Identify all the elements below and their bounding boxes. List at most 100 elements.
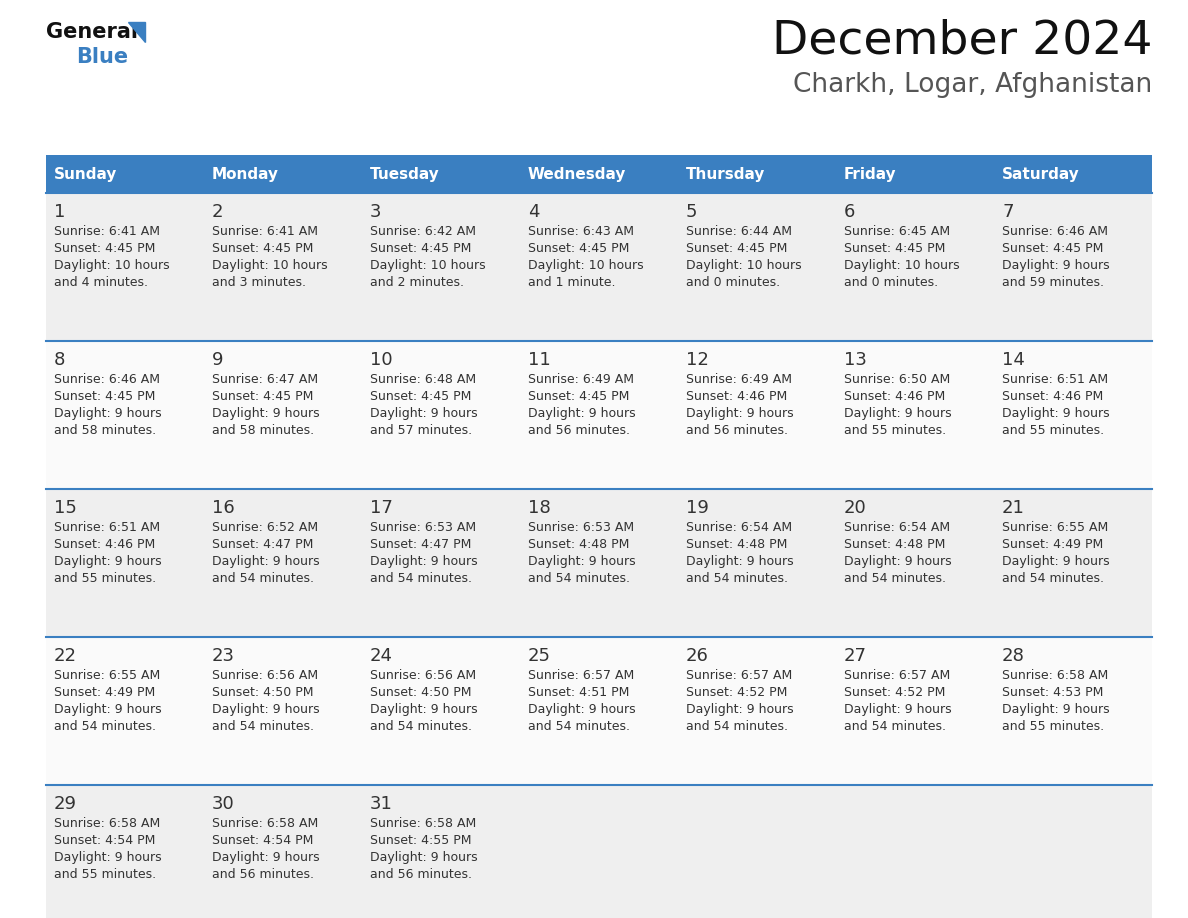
Text: 11: 11 xyxy=(527,351,551,369)
Text: and 54 minutes.: and 54 minutes. xyxy=(527,572,630,585)
Text: Daylight: 9 hours: Daylight: 9 hours xyxy=(685,703,794,716)
Text: Wednesday: Wednesday xyxy=(527,166,626,182)
Text: 14: 14 xyxy=(1001,351,1025,369)
Text: Sunset: 4:48 PM: Sunset: 4:48 PM xyxy=(685,538,788,551)
Text: 10: 10 xyxy=(369,351,392,369)
Text: and 54 minutes.: and 54 minutes. xyxy=(685,572,788,585)
Text: and 55 minutes.: and 55 minutes. xyxy=(1001,424,1104,437)
Text: 30: 30 xyxy=(211,795,235,813)
Text: Sunset: 4:49 PM: Sunset: 4:49 PM xyxy=(1001,538,1104,551)
Text: Daylight: 9 hours: Daylight: 9 hours xyxy=(843,555,952,568)
Bar xyxy=(46,489,1152,637)
Text: Sunrise: 6:41 AM: Sunrise: 6:41 AM xyxy=(211,225,318,238)
Text: Sunrise: 6:58 AM: Sunrise: 6:58 AM xyxy=(369,817,476,830)
Text: and 55 minutes.: and 55 minutes. xyxy=(53,572,156,585)
Text: 18: 18 xyxy=(527,499,551,517)
Text: Sunset: 4:46 PM: Sunset: 4:46 PM xyxy=(1001,390,1104,403)
Text: Sunrise: 6:57 AM: Sunrise: 6:57 AM xyxy=(685,669,792,682)
Text: Daylight: 9 hours: Daylight: 9 hours xyxy=(211,703,320,716)
Text: and 54 minutes.: and 54 minutes. xyxy=(843,720,946,733)
Text: 4: 4 xyxy=(527,203,539,221)
Text: 12: 12 xyxy=(685,351,709,369)
Text: and 54 minutes.: and 54 minutes. xyxy=(527,720,630,733)
Text: Daylight: 10 hours: Daylight: 10 hours xyxy=(527,259,644,272)
Text: Daylight: 9 hours: Daylight: 9 hours xyxy=(53,703,162,716)
Text: Sunrise: 6:53 AM: Sunrise: 6:53 AM xyxy=(527,521,634,534)
Text: 19: 19 xyxy=(685,499,709,517)
Text: and 55 minutes.: and 55 minutes. xyxy=(53,868,156,881)
Text: Sunrise: 6:54 AM: Sunrise: 6:54 AM xyxy=(685,521,792,534)
Text: and 55 minutes.: and 55 minutes. xyxy=(843,424,946,437)
Text: Sunrise: 6:56 AM: Sunrise: 6:56 AM xyxy=(211,669,318,682)
Text: Sunrise: 6:56 AM: Sunrise: 6:56 AM xyxy=(369,669,476,682)
Text: Daylight: 9 hours: Daylight: 9 hours xyxy=(1001,259,1110,272)
Text: Sunset: 4:45 PM: Sunset: 4:45 PM xyxy=(527,242,630,255)
Text: and 56 minutes.: and 56 minutes. xyxy=(685,424,788,437)
Text: Sunset: 4:53 PM: Sunset: 4:53 PM xyxy=(1001,686,1104,699)
Bar xyxy=(46,341,1152,489)
Text: Daylight: 9 hours: Daylight: 9 hours xyxy=(53,851,162,864)
Text: Sunrise: 6:55 AM: Sunrise: 6:55 AM xyxy=(1001,521,1108,534)
Text: Daylight: 9 hours: Daylight: 9 hours xyxy=(843,407,952,420)
Text: Monday: Monday xyxy=(211,166,279,182)
Text: and 54 minutes.: and 54 minutes. xyxy=(53,720,156,733)
Text: Sunrise: 6:58 AM: Sunrise: 6:58 AM xyxy=(53,817,160,830)
Text: and 0 minutes.: and 0 minutes. xyxy=(843,276,939,289)
Text: 21: 21 xyxy=(1001,499,1025,517)
Text: 23: 23 xyxy=(211,647,235,665)
Text: 24: 24 xyxy=(369,647,393,665)
Text: and 56 minutes.: and 56 minutes. xyxy=(211,868,314,881)
Text: Sunset: 4:45 PM: Sunset: 4:45 PM xyxy=(369,390,472,403)
Text: Sunset: 4:45 PM: Sunset: 4:45 PM xyxy=(685,242,788,255)
Text: Sunrise: 6:49 AM: Sunrise: 6:49 AM xyxy=(527,373,634,386)
Text: 22: 22 xyxy=(53,647,77,665)
Text: 27: 27 xyxy=(843,647,867,665)
Text: Sunset: 4:52 PM: Sunset: 4:52 PM xyxy=(843,686,946,699)
Text: Saturday: Saturday xyxy=(1001,166,1080,182)
Text: Daylight: 9 hours: Daylight: 9 hours xyxy=(527,407,636,420)
Text: Daylight: 9 hours: Daylight: 9 hours xyxy=(211,555,320,568)
Text: and 1 minute.: and 1 minute. xyxy=(527,276,615,289)
Text: Sunrise: 6:43 AM: Sunrise: 6:43 AM xyxy=(527,225,634,238)
Text: Sunset: 4:45 PM: Sunset: 4:45 PM xyxy=(53,390,156,403)
Polygon shape xyxy=(128,22,145,42)
Text: Sunrise: 6:41 AM: Sunrise: 6:41 AM xyxy=(53,225,160,238)
Text: 15: 15 xyxy=(53,499,77,517)
Text: Sunrise: 6:46 AM: Sunrise: 6:46 AM xyxy=(1001,225,1108,238)
Text: Sunrise: 6:46 AM: Sunrise: 6:46 AM xyxy=(53,373,160,386)
Text: 29: 29 xyxy=(53,795,77,813)
Text: Daylight: 9 hours: Daylight: 9 hours xyxy=(53,555,162,568)
Text: Sunset: 4:46 PM: Sunset: 4:46 PM xyxy=(685,390,788,403)
Text: and 3 minutes.: and 3 minutes. xyxy=(211,276,307,289)
Text: Sunset: 4:45 PM: Sunset: 4:45 PM xyxy=(211,390,314,403)
Text: 13: 13 xyxy=(843,351,867,369)
Text: and 58 minutes.: and 58 minutes. xyxy=(53,424,156,437)
Bar xyxy=(46,637,1152,785)
Text: and 54 minutes.: and 54 minutes. xyxy=(685,720,788,733)
Text: Sunrise: 6:53 AM: Sunrise: 6:53 AM xyxy=(369,521,476,534)
Text: and 56 minutes.: and 56 minutes. xyxy=(369,868,472,881)
Text: Thursday: Thursday xyxy=(685,166,765,182)
Text: and 59 minutes.: and 59 minutes. xyxy=(1001,276,1104,289)
Text: Sunset: 4:50 PM: Sunset: 4:50 PM xyxy=(369,686,472,699)
Text: Sunset: 4:49 PM: Sunset: 4:49 PM xyxy=(53,686,156,699)
Text: Sunrise: 6:47 AM: Sunrise: 6:47 AM xyxy=(211,373,318,386)
Text: Sunset: 4:45 PM: Sunset: 4:45 PM xyxy=(1001,242,1104,255)
Text: Sunrise: 6:58 AM: Sunrise: 6:58 AM xyxy=(1001,669,1108,682)
Text: Daylight: 9 hours: Daylight: 9 hours xyxy=(685,555,794,568)
Text: 6: 6 xyxy=(843,203,855,221)
Bar xyxy=(46,193,1152,341)
Text: Sunset: 4:45 PM: Sunset: 4:45 PM xyxy=(843,242,946,255)
Bar xyxy=(46,155,1152,193)
Text: and 54 minutes.: and 54 minutes. xyxy=(1001,572,1104,585)
Text: Sunrise: 6:44 AM: Sunrise: 6:44 AM xyxy=(685,225,792,238)
Text: and 54 minutes.: and 54 minutes. xyxy=(369,720,472,733)
Text: Sunrise: 6:48 AM: Sunrise: 6:48 AM xyxy=(369,373,476,386)
Text: Daylight: 9 hours: Daylight: 9 hours xyxy=(1001,407,1110,420)
Text: and 55 minutes.: and 55 minutes. xyxy=(1001,720,1104,733)
Text: Friday: Friday xyxy=(843,166,897,182)
Text: Daylight: 10 hours: Daylight: 10 hours xyxy=(211,259,328,272)
Text: Daylight: 9 hours: Daylight: 9 hours xyxy=(369,851,478,864)
Text: Daylight: 9 hours: Daylight: 9 hours xyxy=(527,555,636,568)
Text: Sunrise: 6:45 AM: Sunrise: 6:45 AM xyxy=(843,225,950,238)
